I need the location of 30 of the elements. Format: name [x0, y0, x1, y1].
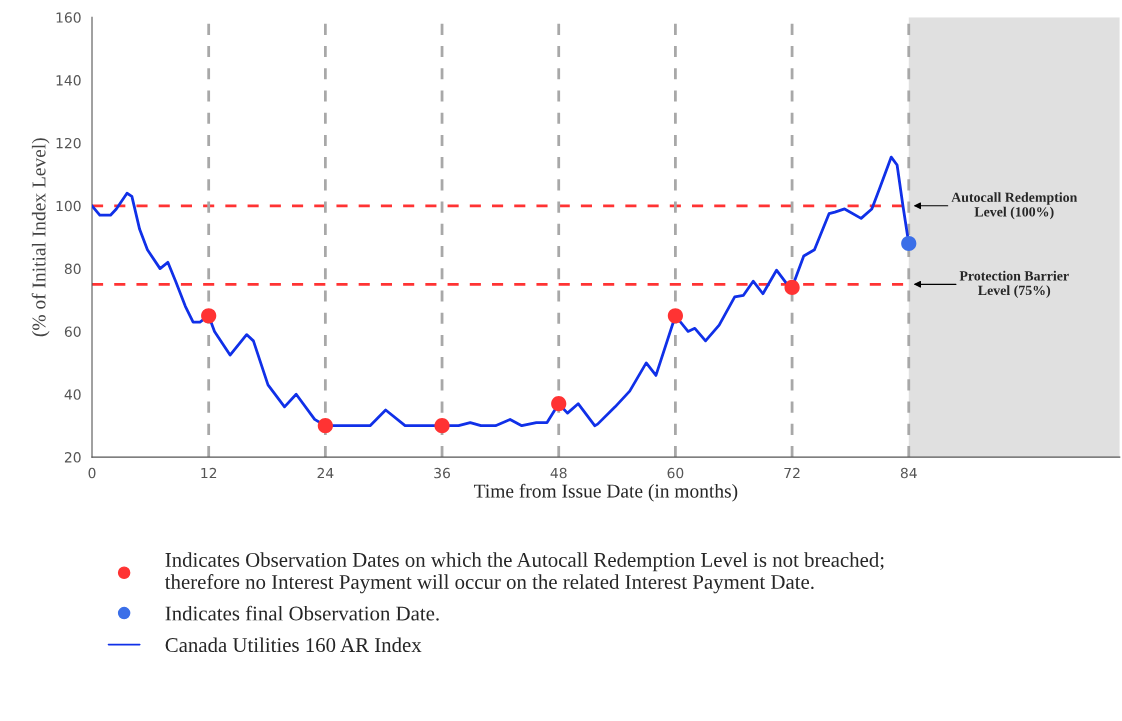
point	[201, 308, 217, 324]
x-axis-title: Time from Issue Date (in months)	[474, 483, 738, 502]
point	[551, 396, 567, 412]
legend-label: Indicates Observation Dates on which the Autocall Redemption Level is not breached; therefore no Interest Payment will occur on the related Interest Payment Date.	[164, 552, 884, 594]
legend-label: Canada Utilities 160 AR Index	[165, 637, 422, 653]
x-tick-label: 0	[88, 467, 96, 479]
y-tick-label: 40	[64, 389, 81, 400]
x-tick-label: 12	[201, 467, 217, 479]
point	[901, 235, 917, 252]
y-tick-label: 60	[64, 326, 81, 337]
y-tick-label: 160	[56, 12, 81, 23]
point	[434, 418, 450, 434]
ref-line-label: Autocall Redemption Level (100%)	[951, 192, 1078, 220]
y-tick-label: 140	[56, 75, 81, 86]
x-tick-label: 24	[317, 467, 334, 479]
point	[317, 418, 333, 434]
y-tick-label: 20	[64, 452, 81, 463]
point	[667, 308, 684, 324]
x-tick-label: 60	[667, 467, 684, 479]
ref-line-label: Protection Barrier Level (75%)	[959, 270, 1069, 298]
y-tick-label: 100	[56, 200, 81, 212]
x-tick-label: 84	[900, 467, 917, 479]
y-axis-title: (% of Initial Index Level)	[31, 138, 50, 337]
legend-label: Indicates final Observation Date.	[165, 605, 439, 621]
y-tick-label: 120	[56, 137, 81, 149]
x-tick-label: 48	[550, 467, 567, 479]
point	[784, 279, 800, 296]
y-tick-label: 80	[64, 263, 81, 275]
x-tick-label: 72	[784, 467, 800, 479]
x-tick-label: 36	[434, 467, 450, 479]
